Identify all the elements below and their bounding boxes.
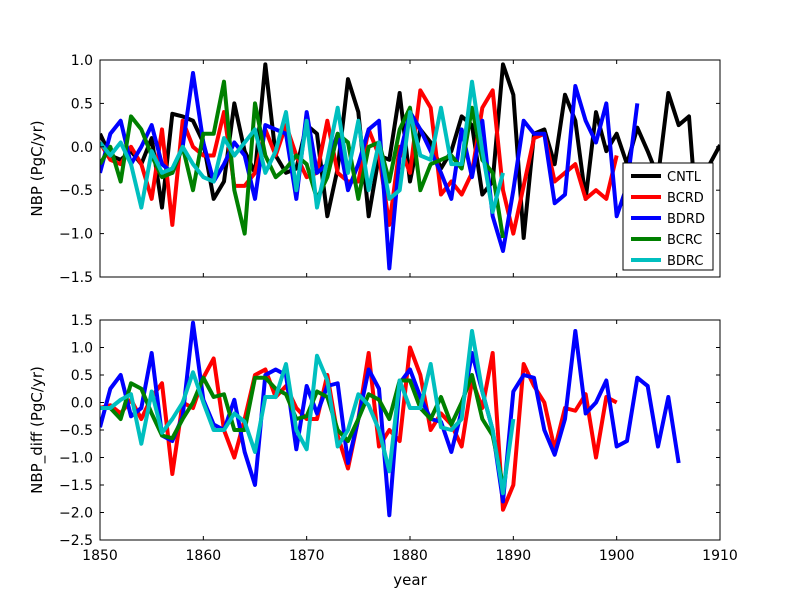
xtick-label: 1860 (186, 548, 222, 564)
ytick-label: −1.0 (59, 451, 93, 467)
top-chart-nbp: −1.5 −1.0 −0.5 0.0 0.5 1.0 NBP (PgC/yr) CNTL B… (28, 53, 721, 286)
ytick-label: 1.0 (71, 53, 93, 69)
legend-label-bcrc: BCRC (667, 233, 702, 248)
bottom-ylabel: NBP_diff (PgC/yr) (28, 366, 47, 494)
xtick-label: 1910 (702, 548, 738, 564)
ytick-label: −1.0 (59, 227, 93, 243)
top-plot-area (100, 62, 720, 271)
ytick-label: −1.5 (59, 270, 93, 286)
ytick-label: 1.5 (71, 313, 93, 329)
legend-label-bdrc: BDRC (667, 254, 703, 269)
top-ticks: −1.5 −1.0 −0.5 0.0 0.5 1.0 (59, 53, 721, 286)
series-line-bdrd-1 (100, 320, 681, 518)
bottom-chart-nbp-diff: −2.5 −2.0 −1.5 −1.0 −0.5 0.0 0.5 1.0 1.5 1850 1860… (28, 313, 738, 564)
xtick-label: 1870 (289, 548, 325, 564)
legend-label-bdrd: BDRD (667, 212, 705, 227)
xtick-label: 1880 (392, 548, 428, 564)
ytick-label: 0.5 (71, 96, 93, 112)
ytick-label: 0.0 (71, 140, 93, 156)
series-line-bdrc-0 (100, 79, 505, 214)
x-axis-label: year (393, 571, 427, 589)
ytick-label: 0.0 (71, 396, 93, 412)
ytick-label: −1.5 (59, 478, 93, 494)
bottom-ticks: −2.5 −2.0 −1.5 −1.0 −0.5 0.0 0.5 1.0 1.5 1850 1860… (59, 313, 738, 564)
legend: CNTL BCRD BDRD BCRC BDRC (622, 162, 714, 271)
ytick-label: −0.5 (59, 183, 93, 199)
xtick-label: 1850 (82, 548, 118, 564)
bottom-plot-area (100, 320, 681, 518)
xtick-label: 1890 (496, 548, 532, 564)
series-line-bdrd-0 (100, 71, 640, 271)
ytick-label: −2.5 (59, 533, 93, 549)
top-ylabel: NBP (PgC/yr) (28, 120, 46, 216)
legend-label-cntl: CNTL (667, 170, 702, 185)
ytick-label: −0.5 (59, 423, 93, 439)
series-line-bdrc-1 (100, 329, 516, 496)
ytick-label: −2.0 (59, 506, 93, 522)
ytick-label: 1.0 (71, 341, 93, 357)
xtick-label: 1900 (599, 548, 635, 564)
legend-label-bcrd: BCRD (667, 191, 704, 206)
ytick-label: 0.5 (71, 368, 93, 384)
